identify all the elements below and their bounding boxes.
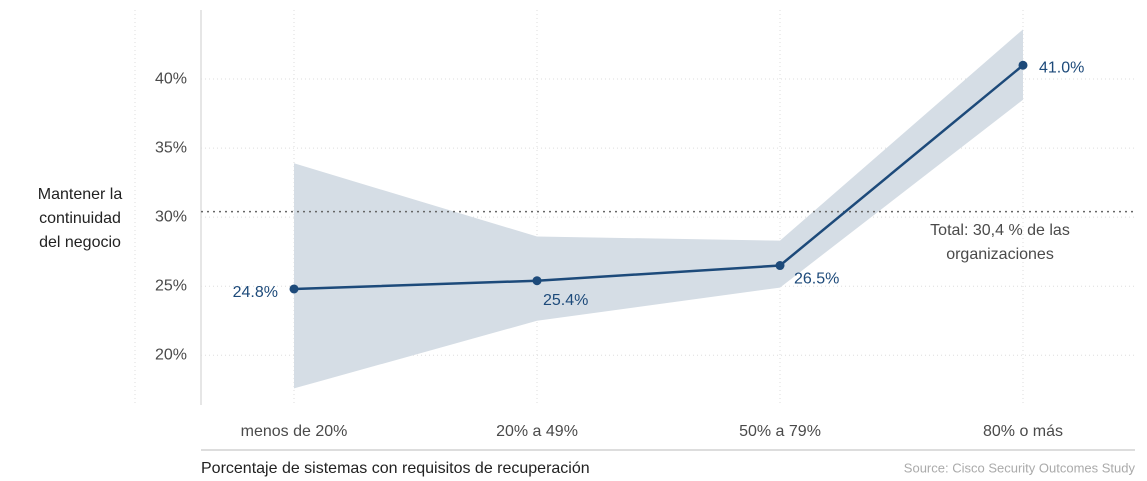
y-tick-label: 25% — [155, 277, 187, 294]
confidence-band — [294, 29, 1023, 389]
point — [289, 284, 299, 294]
y-tick-label: 40% — [155, 70, 187, 87]
value-label: 25.4% — [543, 292, 588, 309]
x-tick-label: 50% a 79% — [739, 423, 821, 440]
x-tick-label: menos de 20% — [241, 423, 348, 440]
x-axis-label: Porcentaje de sistemas con requisitos de… — [201, 460, 590, 477]
y-axis-label: Mantener la — [38, 186, 123, 203]
point — [1018, 60, 1028, 70]
y-axis-label: continuidad — [39, 210, 121, 227]
reference-label: Total: 30,4 % de las — [930, 222, 1070, 239]
value-label: 26.5% — [794, 271, 839, 288]
x-tick-label: 20% a 49% — [496, 423, 578, 440]
value-label: 41.0% — [1039, 59, 1084, 76]
y-tick-label: 30% — [155, 208, 187, 225]
line — [293, 64, 1024, 291]
point — [775, 261, 785, 271]
point — [532, 276, 542, 286]
x-tick-label: 80% o más — [983, 423, 1063, 440]
value-label: 24.8% — [233, 284, 278, 301]
y-tick-label: 35% — [155, 139, 187, 156]
y-tick-label: 20% — [155, 346, 187, 363]
y-axis-label: del negocio — [39, 234, 121, 251]
source: Source: Cisco Security Outcomes Study — [904, 460, 1136, 475]
reference-label: organizaciones — [946, 246, 1054, 263]
